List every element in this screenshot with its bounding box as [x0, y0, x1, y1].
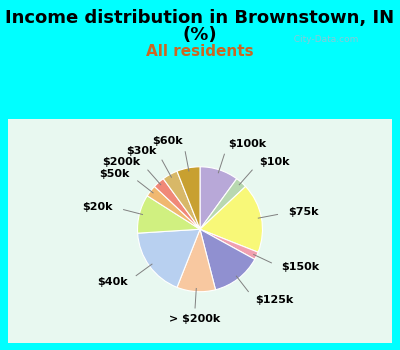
- Wedge shape: [200, 179, 246, 229]
- Text: $75k: $75k: [288, 208, 318, 217]
- Text: $125k: $125k: [255, 295, 293, 305]
- Text: $30k: $30k: [126, 146, 157, 156]
- Wedge shape: [177, 167, 200, 229]
- Wedge shape: [200, 167, 237, 229]
- Text: (%): (%): [183, 26, 217, 44]
- Text: Income distribution in Brownstown, IN: Income distribution in Brownstown, IN: [6, 9, 394, 27]
- Wedge shape: [138, 229, 200, 287]
- Wedge shape: [163, 171, 200, 229]
- Text: $150k: $150k: [281, 262, 319, 272]
- Text: $60k: $60k: [152, 136, 183, 146]
- Text: $20k: $20k: [83, 202, 113, 212]
- Wedge shape: [200, 229, 255, 290]
- Wedge shape: [138, 196, 200, 233]
- Text: All residents: All residents: [146, 44, 254, 59]
- Text: $10k: $10k: [259, 157, 290, 167]
- Wedge shape: [200, 187, 262, 252]
- Wedge shape: [177, 229, 216, 292]
- Text: $50k: $50k: [99, 169, 129, 179]
- Wedge shape: [147, 187, 200, 229]
- Text: City-Data.com: City-Data.com: [288, 35, 358, 44]
- Text: $100k: $100k: [228, 139, 266, 149]
- Wedge shape: [200, 229, 258, 259]
- Text: $200k: $200k: [102, 157, 141, 167]
- Bar: [8, 119, 392, 343]
- Text: $40k: $40k: [97, 277, 128, 287]
- Text: > $200k: > $200k: [169, 314, 220, 324]
- Wedge shape: [154, 179, 200, 229]
